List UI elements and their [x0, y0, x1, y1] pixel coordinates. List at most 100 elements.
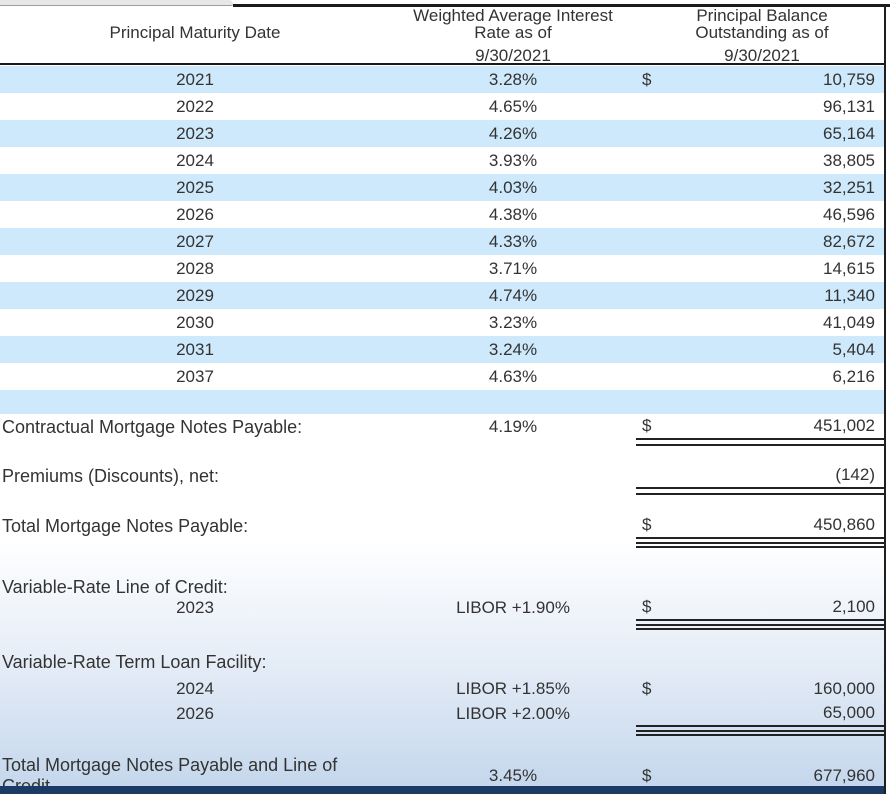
background-gradient: [0, 540, 884, 794]
maturity-year-cell: 2026: [176, 204, 214, 224]
amount-cell: 450,860: [813, 515, 875, 534]
section-label: Contractual Mortgage Notes Payable:: [2, 416, 303, 437]
maturity-year-cell: 2027: [176, 231, 214, 251]
currency-symbol: $: [642, 679, 652, 698]
table-row: 2023 4.26% 65,164: [0, 120, 884, 147]
interest-rate-cell: 3.24%: [488, 339, 538, 359]
table-row: 2037 4.63% 6,216: [0, 363, 884, 390]
subtotal-row-contractual: Contractual Mortgage Notes Payable: 4.19…: [0, 414, 884, 446]
maturity-year-cell: 2026: [176, 704, 214, 723]
interest-rate-cell: 4.74%: [488, 285, 538, 305]
amount-cell: (142): [835, 465, 875, 484]
window-bottom-edge: [0, 786, 884, 794]
header-label: Weighted Average Interest: [413, 6, 613, 25]
table-row: 2031 3.24% 5,404: [0, 336, 884, 363]
table-row: 2026 4.38% 46,596: [0, 201, 884, 228]
currency-symbol: $: [642, 766, 652, 785]
maturity-year-cell: 2030: [176, 312, 214, 332]
currency-symbol: $: [642, 69, 652, 89]
amount-cell: 82,672: [823, 231, 875, 251]
amount-cell-underlined: (142): [636, 463, 884, 495]
table-row: 2029 4.74% 11,340: [0, 282, 884, 309]
header-date: 9/30/2021: [475, 46, 551, 65]
interest-rate-cell: LIBOR +1.85%: [456, 679, 570, 698]
amount-cell-double-ruled: $ 2,100: [636, 595, 884, 630]
amount-cell: 677,960: [813, 766, 875, 785]
amount-cell: 10,759: [823, 69, 875, 89]
total-row-notes-payable: Total Mortgage Notes Payable: $ 450,860: [0, 513, 884, 548]
interest-rate-cell: LIBOR +1.90%: [456, 598, 570, 617]
amount-cell: 6,216: [832, 366, 875, 386]
amount-cell: 96,131: [823, 96, 875, 116]
interest-rate-cell: 4.33%: [488, 231, 538, 251]
scrollbar-fragment[interactable]: [0, 0, 233, 6]
interest-rate-cell: 4.65%: [488, 96, 538, 116]
amount-cell-underlined: $ 451,002: [636, 414, 884, 446]
amount-cell: 160,000: [813, 679, 875, 698]
maturity-year-cell: 2029: [176, 285, 214, 305]
header-label: Outstanding as of: [695, 23, 829, 42]
subtotal-row-premiums: Premiums (Discounts), net: (142): [0, 463, 884, 495]
table-row: 2028 3.71% 14,615: [0, 255, 884, 282]
interest-rate-cell: 4.63%: [488, 366, 538, 386]
maturity-year-cell: 2037: [176, 366, 214, 386]
amount-cell: 46,596: [823, 204, 875, 224]
section-label: Total Mortgage Notes Payable:: [2, 515, 249, 536]
interest-rate-cell: 3.23%: [488, 312, 538, 332]
interest-rate-cell: 4.26%: [488, 123, 538, 143]
amount-cell: 2,100: [832, 597, 875, 616]
term-loan-row: 2026 LIBOR +2.00% 65,000: [0, 701, 884, 736]
interest-rate-cell: LIBOR +2.00%: [456, 704, 570, 723]
amount-cell: 451,002: [813, 416, 875, 435]
table-row: 2030 3.23% 41,049: [0, 309, 884, 336]
maturity-year-cell: 2028: [176, 258, 214, 278]
table-right-border: [884, 4, 886, 794]
amount-cell-double-ruled: $ 450,860: [636, 513, 884, 548]
amount-cell: 11,340: [824, 285, 875, 305]
header-label: Principal Balance: [696, 6, 828, 25]
amount-cell: 5,404: [832, 339, 875, 359]
amount-cell: 32,251: [823, 177, 875, 197]
table-row: 2025 4.03% 32,251: [0, 174, 884, 201]
term-loan-row: 2024 LIBOR +1.85% $160,000: [0, 677, 884, 701]
maturity-year-cell: 2022: [176, 96, 214, 116]
header-label: Principal Maturity Date: [109, 23, 281, 42]
interest-rate-cell: 4.38%: [488, 204, 538, 224]
table-row: 2024 3.93% 38,805: [0, 147, 884, 174]
amount-cell: 65,000: [823, 703, 875, 722]
currency-symbol: $: [642, 416, 652, 435]
maturity-year-cell: 2023: [176, 598, 214, 617]
currency-symbol: $: [642, 515, 652, 534]
header-label: Rate as of: [474, 23, 552, 42]
maturity-year-cell: 2021: [176, 69, 214, 89]
interest-rate-cell: 3.28%: [488, 69, 538, 89]
maturity-year-cell: 2024: [176, 150, 214, 170]
interest-rate-cell: 4.03%: [488, 177, 538, 197]
line-of-credit-row: 2023 LIBOR +1.90% $ 2,100: [0, 595, 884, 630]
amount-cell: 14,615: [823, 258, 875, 278]
interest-rate-cell: 3.45%: [488, 766, 538, 785]
interest-rate-cell: 3.71%: [488, 258, 538, 278]
header-underline: [0, 63, 884, 65]
amount-cell: 41,049: [823, 312, 875, 332]
table-row: 2022 4.65% 96,131: [0, 93, 884, 120]
amount-cell: 65,164: [823, 123, 875, 143]
spacer-row: [0, 390, 884, 414]
interest-rate-cell: 4.19%: [488, 417, 538, 436]
maturity-year-cell: 2025: [176, 177, 214, 197]
table-row: 2027 4.33% 82,672: [0, 228, 884, 255]
maturity-year-cell: 2031: [176, 339, 214, 359]
table-top-border: [233, 4, 890, 7]
header-date: 9/30/2021: [724, 46, 800, 65]
interest-rate-cell: 3.93%: [488, 150, 538, 170]
maturity-year-cell: 2024: [176, 679, 214, 698]
currency-symbol: $: [642, 597, 652, 616]
maturity-year-cell: 2023: [176, 123, 214, 143]
section-heading: Variable-Rate Line of Credit:: [2, 577, 228, 597]
grand-total-row: Total Mortgage Notes Payable and Line of…: [0, 755, 884, 794]
amount-cell-double-ruled: 65,000: [636, 701, 884, 736]
table-row: 2021 3.28% $10,759: [0, 66, 884, 93]
section-heading: Variable-Rate Term Loan Facility:: [2, 652, 267, 672]
amount-cell: 38,805: [823, 150, 875, 170]
